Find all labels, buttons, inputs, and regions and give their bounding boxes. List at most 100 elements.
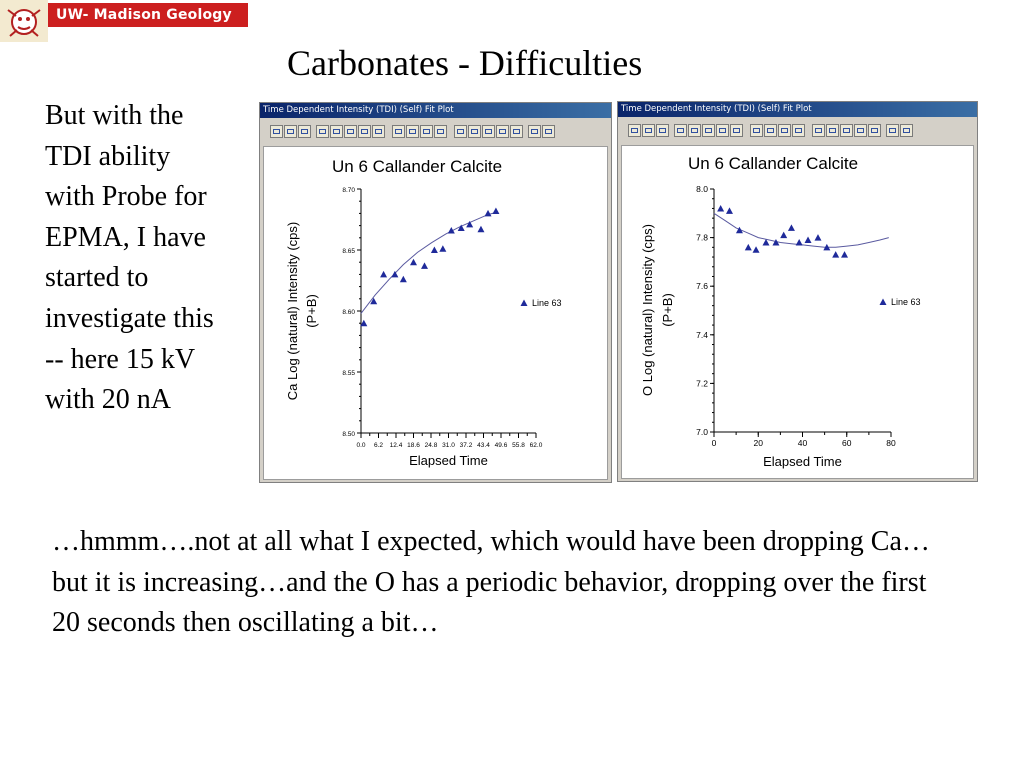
- toolbar-list-icon[interactable]: [372, 125, 385, 138]
- data-point: [814, 234, 822, 241]
- legend-label: Line 63: [891, 297, 921, 307]
- data-point: [430, 246, 438, 253]
- caption-text: …hmmm….not at all what I expected, which…: [52, 526, 930, 638]
- toolbar-copy-icon[interactable]: [392, 125, 405, 138]
- data-point: [380, 270, 388, 278]
- toolbar-table2-icon[interactable]: [468, 125, 481, 138]
- toolbar-pen-icon[interactable]: [868, 124, 881, 137]
- y-axis-label: Ca Log (natural) Intensity (cps): [285, 222, 300, 400]
- toolbar-zoom-icon[interactable]: [358, 125, 371, 138]
- toolbar-help-icon[interactable]: [886, 124, 899, 137]
- toolbar-print2-icon[interactable]: [542, 125, 555, 138]
- x-tick-label: 60: [842, 438, 852, 448]
- x-tick-label: 43.4: [477, 442, 490, 449]
- toolbar-label-icon[interactable]: [482, 125, 495, 138]
- x-tick-label: 6.2: [374, 442, 383, 449]
- data-point: [832, 251, 840, 258]
- fit-line: [360, 211, 497, 314]
- data-point: [823, 243, 831, 251]
- x-tick-label: 37.2: [460, 442, 473, 449]
- toolbar: [618, 118, 977, 146]
- x-tick-label: 40: [798, 438, 808, 448]
- toolbar-table2-icon[interactable]: [826, 124, 839, 137]
- y-tick-label: 8.70: [342, 187, 355, 194]
- y-axis-label: O Log (natural) Intensity (cps): [640, 224, 655, 396]
- data-point: [399, 275, 407, 283]
- toolbar-zoom-icon[interactable]: [716, 124, 729, 137]
- data-point: [477, 225, 485, 233]
- data-point: [752, 246, 760, 253]
- toolbar-axis-icon[interactable]: [420, 125, 433, 138]
- logo-banner: UW- Madison Geology 777: [48, 3, 248, 47]
- x-tick-label: 62.0: [530, 442, 543, 449]
- toolbar-paste-icon[interactable]: [406, 125, 419, 138]
- toolbar-print2-icon[interactable]: [900, 124, 913, 137]
- data-point: [795, 238, 803, 246]
- toolbar-table-icon[interactable]: [674, 124, 687, 137]
- data-point: [735, 226, 743, 234]
- toolbar-bar-chart-icon[interactable]: [628, 124, 641, 137]
- data-point: [421, 262, 429, 269]
- toolbar-text-icon[interactable]: [330, 125, 343, 138]
- data-point: [439, 245, 447, 252]
- toolbar-area-icon[interactable]: [298, 125, 311, 138]
- toolbar-plus-icon[interactable]: [434, 125, 447, 138]
- toolbar-axis-icon[interactable]: [778, 124, 791, 137]
- toolbar-list-icon[interactable]: [730, 124, 743, 137]
- y-tick-label: 7.0: [696, 427, 708, 437]
- tdi-window-ca: Time Dependent Intensity (TDI) (Self) Fi…: [259, 102, 612, 483]
- y-tick-label: 7.4: [696, 330, 708, 340]
- toolbar: [260, 119, 611, 147]
- toolbar-chart-icon[interactable]: [642, 124, 655, 137]
- toolbar-pen-icon[interactable]: [510, 125, 523, 138]
- chart-title: Un 6 Callander Calcite: [688, 154, 858, 173]
- plot-area: Un 6 Callander Calcite 7.0 7.2 7.4 7.6 7.8 8.0…: [621, 145, 974, 479]
- data-point: [841, 251, 849, 258]
- data-point: [457, 224, 465, 232]
- toolbar-text-icon[interactable]: [688, 124, 701, 137]
- toolbar-paste-icon[interactable]: [764, 124, 777, 137]
- y-axis-label-secondary: (P+B): [660, 293, 675, 327]
- x-axis-label: Elapsed Time: [409, 453, 488, 468]
- toolbar-table-icon[interactable]: [316, 125, 329, 138]
- x-tick-label: 20: [754, 438, 764, 448]
- legend-label: Line 63: [532, 298, 562, 308]
- data-point: [410, 258, 417, 266]
- x-tick-label: 55.8: [512, 442, 525, 449]
- data-point: [370, 297, 378, 305]
- plot-area: Un 6 Callander Calcite 8.50 8.55 8.60 8.65 8.…: [263, 146, 608, 480]
- toolbar-bar-chart-icon[interactable]: [270, 125, 283, 138]
- y-tick-label: 8.55: [342, 370, 355, 377]
- y-axis-label-secondary: (P+B): [304, 294, 319, 328]
- x-axis-label: Elapsed Time: [763, 454, 842, 469]
- data-point: [391, 270, 399, 278]
- x-tick-label: 0: [712, 438, 717, 448]
- toolbar-print-icon[interactable]: [812, 124, 825, 137]
- toolbar-plus-icon[interactable]: [792, 124, 805, 137]
- x-tick-label: 0.0: [356, 442, 365, 449]
- x-tick-label: 80: [886, 438, 896, 448]
- side-text: But with the TDI ability with Probe for …: [45, 100, 214, 416]
- toolbar-copy-icon[interactable]: [750, 124, 763, 137]
- toolbar-grid-icon[interactable]: [344, 125, 357, 138]
- y-tick-label: 8.65: [342, 248, 355, 255]
- toolbar-area-icon[interactable]: [656, 124, 669, 137]
- toolbar-help-icon[interactable]: [528, 125, 541, 138]
- data-point: [492, 207, 500, 214]
- data-point: [772, 238, 780, 246]
- toolbar-legend-icon[interactable]: [496, 125, 509, 138]
- toolbar-print-icon[interactable]: [454, 125, 467, 138]
- data-point: [787, 224, 795, 231]
- data-point: [717, 204, 725, 212]
- toolbar-grid-icon[interactable]: [702, 124, 715, 137]
- slide-title: Carbonates - Difficulties: [287, 43, 643, 83]
- y-tick-label: 7.2: [696, 378, 708, 388]
- toolbar-legend-icon[interactable]: [854, 124, 867, 137]
- data-point: [762, 238, 770, 246]
- x-tick-label: 31.0: [442, 442, 455, 449]
- toolbar-label-icon[interactable]: [840, 124, 853, 137]
- x-tick-label: 12.4: [390, 442, 403, 449]
- legend-marker: [520, 299, 528, 306]
- legend-marker: [879, 298, 887, 305]
- toolbar-chart-icon[interactable]: [284, 125, 297, 138]
